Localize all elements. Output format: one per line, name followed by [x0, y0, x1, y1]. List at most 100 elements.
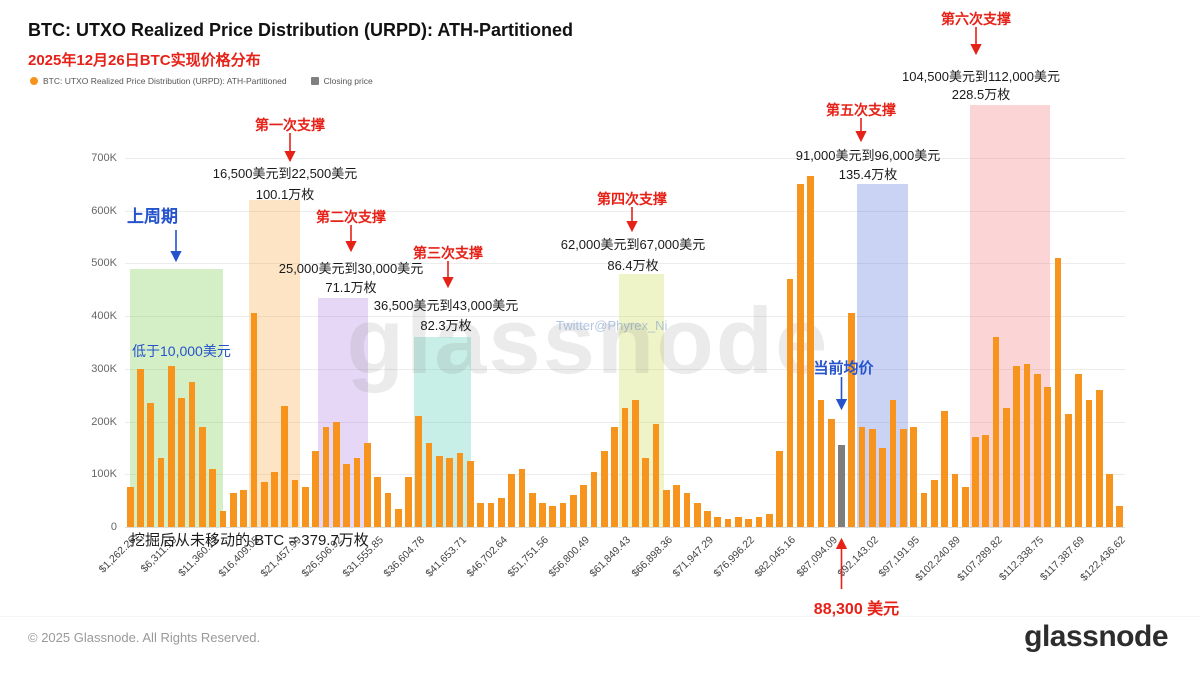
support-1-amount: 100.1万枚 — [255, 187, 315, 202]
supply-bar — [384, 492, 392, 527]
gridline — [125, 316, 1125, 317]
supply-bar — [291, 479, 299, 527]
supply-bar — [405, 476, 412, 527]
gridline — [125, 210, 1125, 212]
current-avg-label: 当前均价 — [813, 360, 874, 377]
closing-price-value: 88,300 美元 — [813, 601, 900, 618]
supply-bar — [528, 492, 536, 527]
supply-bar — [250, 313, 258, 527]
supply-bar — [745, 519, 753, 527]
supply-bar — [497, 498, 505, 527]
support-3-title: 第三次支撑 — [413, 245, 483, 261]
x-axis-tick-label: $51,751.56 — [505, 534, 551, 580]
supply-bar — [312, 450, 320, 527]
supply-bar — [126, 487, 134, 527]
supply-bar — [487, 503, 495, 527]
support-3-range: 36,500美元到43,000美元 — [373, 298, 519, 313]
y-axis-tick-label: 600K — [91, 204, 117, 217]
supply-bar — [1044, 387, 1052, 527]
supply-bar — [817, 400, 825, 527]
prev-cycle-label: 上周期 — [127, 207, 178, 226]
y-axis-tick-label: 700K — [91, 151, 117, 164]
supply-bar — [549, 505, 557, 527]
supply-bar — [889, 400, 897, 527]
supply-bar — [559, 503, 567, 527]
x-axis-tick-label: $61,849.43 — [587, 534, 634, 580]
supply-bar — [724, 519, 732, 527]
supply-bar — [178, 397, 186, 527]
support-4-range: 62,000美元到67,000美元 — [560, 237, 706, 252]
supply-bar — [1075, 374, 1082, 527]
supply-bar — [693, 503, 701, 527]
supply-bar — [765, 513, 773, 527]
legend-item-1[interactable]: Closing price — [310, 76, 373, 86]
supply-bar — [374, 476, 381, 527]
supply-bar — [353, 458, 361, 527]
supply-bar — [240, 490, 247, 527]
supply-bar — [590, 471, 598, 527]
supply-bar — [714, 516, 722, 528]
support-5-range: 91,000美元到96,000美元 — [795, 148, 941, 163]
supply-bar — [446, 458, 454, 527]
y-axis-tick-label: 100K — [91, 468, 117, 481]
support-1-range: 16,500美元到22,500美元 — [212, 166, 358, 181]
supply-bar — [415, 416, 423, 527]
supply-bar — [570, 495, 577, 527]
supply-bar — [972, 437, 979, 527]
x-axis-tick-label: $56,800.49 — [546, 534, 593, 580]
supply-bar — [673, 484, 680, 527]
x-axis-tick-label: $82,045.16 — [752, 534, 799, 580]
supply-bar — [147, 403, 155, 527]
supply-bar — [1085, 400, 1093, 527]
x-axis-tick-label: $46,702.64 — [464, 534, 510, 580]
supply-bar — [456, 453, 464, 527]
x-axis-tick-label: $36,604.78 — [381, 534, 428, 580]
author-watermark: Twitter@Phyrex_Ni — [556, 318, 668, 333]
support-5-amount: 135.4万枚 — [838, 167, 898, 182]
legend: BTC: UTXO Realized Price Distribution (U… — [30, 76, 373, 86]
below-10k-label: 低于10,000美元 — [132, 343, 231, 359]
y-axis-tick-label: 0 — [110, 521, 117, 533]
gridline — [125, 368, 1125, 370]
supply-bar — [1116, 505, 1124, 527]
supply-bar — [363, 442, 371, 527]
supply-bar — [580, 484, 588, 527]
supply-bar — [848, 313, 856, 527]
supply-bar — [209, 469, 216, 527]
gridline — [125, 157, 1125, 159]
supply-bar — [518, 469, 526, 527]
x-axis-tick-label: $87,094.09 — [794, 534, 840, 580]
support-3-amount: 82.3万枚 — [420, 318, 472, 333]
supply-bar — [755, 516, 763, 528]
support-1-title: 第一次支撑 — [255, 117, 325, 133]
supply-bar — [621, 408, 629, 527]
supply-bar — [930, 479, 938, 527]
support-6-amount: 228.5万枚 — [951, 87, 1011, 102]
supply-bar — [827, 418, 835, 527]
supply-bar — [652, 424, 660, 527]
series-square-icon — [310, 77, 319, 85]
supply-bar — [229, 492, 237, 527]
support-6-range: 104,500美元到112,000美元 — [901, 69, 1061, 84]
supply-bar — [467, 461, 474, 527]
support-2-title: 第二次支撑 — [316, 209, 386, 225]
support-4-title: 第四次支撑 — [597, 191, 667, 207]
supply-bar — [941, 410, 948, 527]
y-axis-tick-label: 500K — [91, 257, 117, 270]
supply-bar — [1023, 363, 1031, 527]
series-dot-icon — [30, 77, 38, 85]
x-axis-tick-label: $92,143.02 — [835, 534, 881, 580]
support-2-range: 25,000美元到30,000美元 — [278, 261, 424, 276]
supply-bar — [198, 426, 206, 527]
legend-label: Closing price — [323, 76, 373, 86]
supply-bar — [683, 492, 691, 527]
supply-bar — [601, 450, 608, 527]
supply-bar — [1064, 413, 1072, 527]
supply-bar — [611, 426, 619, 527]
supply-bar — [879, 447, 887, 527]
y-axis-tick-label: 200K — [91, 415, 117, 428]
supply-bar — [260, 482, 268, 527]
legend-item-0[interactable]: BTC: UTXO Realized Price Distribution (U… — [30, 76, 287, 86]
gridline — [125, 263, 1125, 265]
